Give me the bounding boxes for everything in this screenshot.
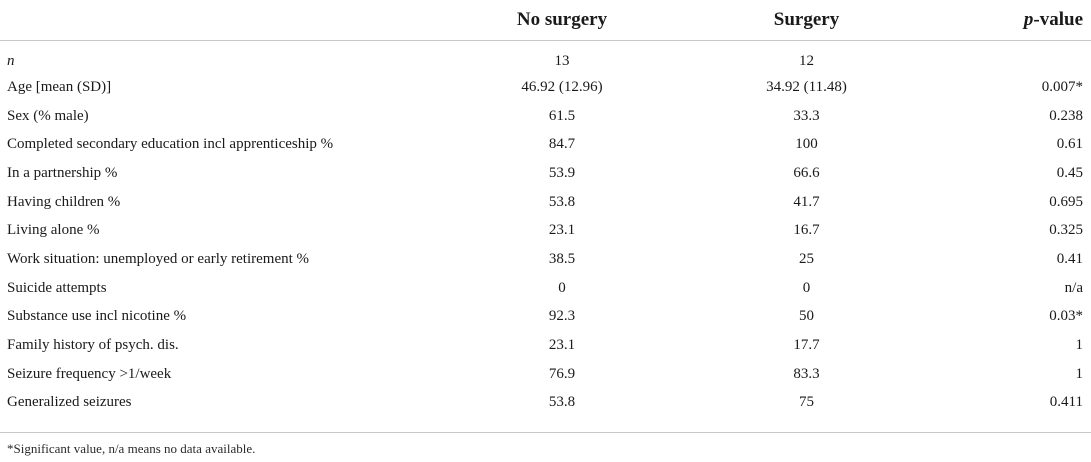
row-label: Suicide attempts [7, 279, 107, 296]
table-row: Having children % 53.8 41.7 0.695 [0, 188, 1091, 217]
header-p-value: p-value [929, 0, 1091, 41]
row-label: Seizure frequency >1/week [7, 365, 172, 382]
cell-p-value: 0.61 [1056, 136, 1083, 153]
table-footnote: *Significant value, n/a means no data av… [7, 441, 256, 456]
table-row: Living alone % 23.1 16.7 0.325 [0, 216, 1091, 245]
table-row: Sex (% male) 61.5 33.3 0.238 [0, 102, 1091, 131]
cell-p-value: 0.007* [1041, 78, 1083, 95]
cell-surgery: 75 [799, 394, 814, 411]
row-label: Generalized seizures [7, 394, 132, 411]
header-p-value-italic: p [1023, 9, 1034, 30]
cell-surgery: 25 [799, 250, 814, 267]
table-row: Work situation: unemployed or early reti… [0, 245, 1091, 274]
cell-surgery: 66.6 [793, 164, 820, 181]
table-row: Age [mean (SD)] 46.92 (12.96) 34.92 (11.48… [0, 73, 1091, 102]
cell-no-surgery: 53.8 [548, 394, 576, 411]
cell-no-surgery: 53.9 [548, 164, 576, 181]
cell-surgery: 34.92 (11.48) [766, 78, 847, 95]
row-label: Age [mean (SD)] [7, 78, 112, 95]
data-table: No surgery Surgery p-value n 13 12 Age [mea… [0, 0, 1091, 428]
cell-p-value [929, 41, 1091, 74]
cell-no-surgery: 0 [558, 279, 566, 296]
cell-no-surgery: 84.7 [548, 136, 576, 153]
cell-surgery: 12 [799, 52, 814, 69]
table-row: n 13 12 [0, 41, 1091, 74]
row-label: Substance use incl nicotine % [7, 308, 187, 325]
cell-no-surgery: 38.5 [548, 250, 576, 267]
table-row: Generalized seizures 53.8 75 0.411 [0, 389, 1091, 428]
header-surgery: Surgery [684, 0, 929, 41]
cell-surgery: 41.7 [793, 193, 820, 210]
table-row: Completed secondary education incl appre… [0, 130, 1091, 159]
cell-surgery: 50 [799, 308, 814, 325]
cell-surgery: 0 [802, 279, 811, 296]
row-label: Work situation: unemployed or early reti… [7, 250, 310, 267]
cell-p-value: 0.411 [1049, 394, 1083, 411]
row-label: Living alone % [7, 222, 100, 239]
cell-p-value: 1 [1075, 365, 1084, 382]
cell-p-value: 0.03* [1049, 308, 1083, 325]
cell-p-value: n/a [1064, 279, 1083, 296]
table-row: Seizure frequency >1/week 76.9 83.3 1 [0, 360, 1091, 389]
cell-surgery: 100 [795, 136, 818, 153]
cell-p-value: 0.238 [1049, 107, 1083, 124]
cell-no-surgery: 76.9 [548, 365, 576, 382]
header-row: No surgery Surgery p-value [0, 0, 1091, 41]
cell-p-value: 1 [1075, 337, 1084, 354]
cell-surgery: 17.7 [793, 337, 820, 354]
row-label: Family history of psych. dis. [7, 337, 179, 354]
table-row: In a partnership % 53.9 66.6 0.45 [0, 159, 1091, 188]
cell-p-value: 0.325 [1049, 222, 1083, 239]
header-p-value-rest: -value [1033, 9, 1083, 30]
cell-p-value: 0.41 [1056, 250, 1083, 267]
table-row: Suicide attempts 0 0 n/a [0, 274, 1091, 303]
cell-p-value: 0.695 [1049, 193, 1083, 210]
cell-surgery: 83.3 [793, 365, 820, 382]
cell-no-surgery: 53.8 [548, 193, 576, 210]
row-label: Having children % [7, 193, 121, 210]
cell-no-surgery: 13 [554, 52, 570, 69]
table-body: n 13 12 Age [mean (SD)] 46.92 (12.96) 34.92 (… [0, 41, 1091, 428]
table-row: Family history of psych. dis. 23.1 17.7 1 [0, 331, 1091, 360]
cell-no-surgery: 46.92 (12.96) [521, 78, 603, 95]
header-no-surgery: No surgery [440, 0, 684, 41]
cell-no-surgery: 61.5 [548, 107, 576, 124]
cell-no-surgery: 23.1 [548, 222, 576, 239]
cell-surgery: 16.7 [793, 222, 820, 239]
row-label: Sex (% male) [7, 107, 89, 124]
bottom-rule [0, 432, 1091, 433]
cell-p-value: 0.45 [1056, 164, 1083, 181]
header-label-column [0, 0, 440, 41]
table-row: Substance use incl nicotine % 92.3 50 0.03* [0, 303, 1091, 332]
characteristics-table: No surgery Surgery p-value n 13 12 Age [mea… [0, 0, 1091, 428]
cell-no-surgery: 23.1 [548, 337, 576, 354]
cell-surgery: 33.3 [793, 107, 820, 124]
cell-no-surgery: 92.3 [548, 308, 576, 325]
row-label: n [7, 52, 15, 69]
row-label: In a partnership % [7, 164, 118, 181]
row-label: Completed secondary education incl appre… [7, 136, 334, 153]
